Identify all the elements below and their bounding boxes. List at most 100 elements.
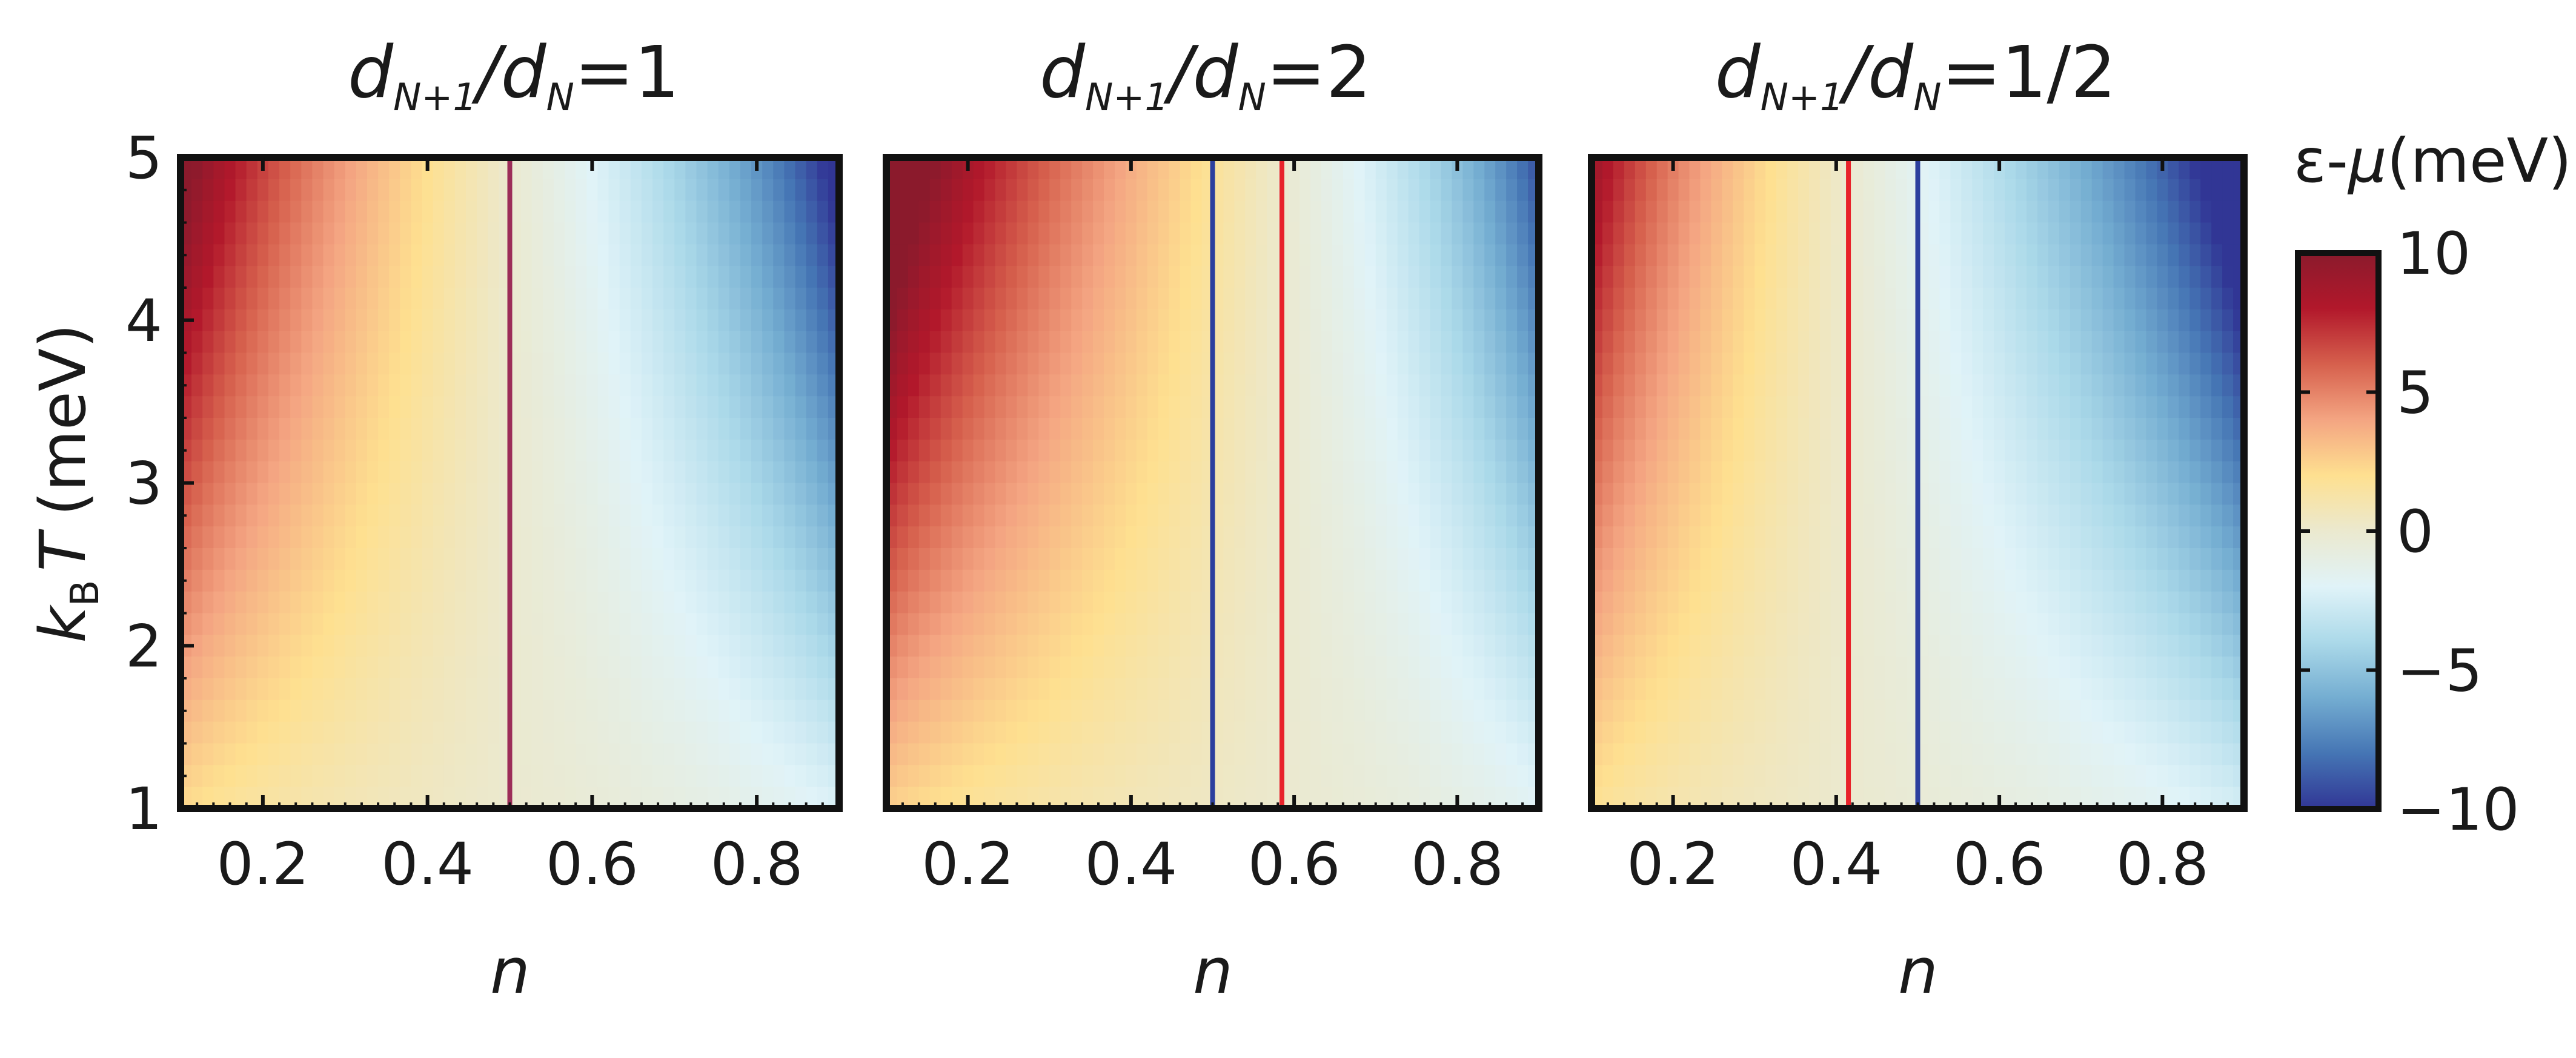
heatmap-cell	[1983, 548, 1995, 570]
heatmap-cell	[1310, 548, 1322, 570]
heatmap-cell	[1506, 483, 1518, 506]
heatmap-cell	[1983, 179, 1995, 202]
heatmap-cell	[1190, 374, 1203, 397]
heatmap-cell	[1332, 787, 1344, 809]
heatmap-cell	[1245, 504, 1257, 527]
heatmap-cell	[962, 309, 974, 332]
heatmap-cell	[334, 418, 346, 440]
heatmap-cell	[1310, 396, 1322, 418]
heatmap-cell	[1896, 200, 1908, 223]
heatmap-cell	[1289, 526, 1301, 549]
heatmap-cell	[1819, 288, 1831, 310]
heatmap-cell	[1939, 374, 1951, 397]
heatmap-cell	[586, 179, 599, 202]
heatmap-cell	[1104, 635, 1115, 658]
heatmap-cell	[191, 699, 204, 722]
heatmap-cell	[1212, 309, 1224, 332]
heatmap-cell	[1017, 200, 1029, 223]
heatmap-cell	[268, 635, 281, 658]
heatmap-cell	[1082, 787, 1094, 809]
heatmap-cell	[1874, 678, 1886, 701]
heatmap-cell	[908, 548, 920, 570]
heatmap-cell	[1819, 743, 1831, 766]
heatmap-cell	[1289, 743, 1301, 766]
heatmap-cell	[235, 569, 247, 592]
heatmap-cell	[630, 461, 642, 484]
heatmap-cell	[897, 613, 909, 636]
heatmap-cell	[345, 743, 357, 766]
heatmap-cell	[1928, 374, 1940, 397]
heatmap-cell	[973, 656, 985, 679]
heatmap-cell	[1300, 200, 1312, 223]
heatmap-cell	[290, 374, 302, 397]
heatmap-cell	[1419, 244, 1431, 267]
heatmap-cell	[1343, 179, 1355, 202]
heatmap-cell	[1885, 309, 1897, 332]
heatmap-cell	[520, 266, 533, 288]
heatmap-cell	[576, 288, 588, 310]
heatmap-cell	[1852, 288, 1864, 310]
heatmap-cell	[565, 656, 577, 679]
heatmap-cell	[1830, 504, 1842, 527]
heatmap-cell	[718, 699, 730, 722]
heatmap-cell	[2005, 244, 2017, 267]
heatmap-cell	[940, 439, 952, 462]
heatmap-cell	[466, 331, 478, 354]
heatmap-cell	[1983, 418, 1995, 440]
panel-1-heatmap	[181, 157, 840, 809]
heatmap-cell	[1256, 222, 1268, 245]
heatmap-cell	[422, 288, 434, 310]
heatmap-cell	[1711, 613, 1723, 636]
heatmap-cell	[1689, 396, 1701, 418]
heatmap-cell	[951, 569, 963, 592]
heatmap-cell	[356, 656, 368, 679]
heatmap-cell	[520, 591, 533, 614]
heatmap-cell	[586, 244, 599, 267]
heatmap-cell	[696, 200, 708, 223]
heatmap-cell	[1364, 699, 1376, 722]
heatmap-cell	[1169, 396, 1181, 418]
heatmap-cell	[1950, 548, 1962, 570]
heatmap-cell	[1765, 504, 1778, 527]
heatmap-cell	[1289, 613, 1301, 636]
heatmap-cell	[908, 461, 920, 484]
heatmap-cell	[1343, 418, 1355, 440]
heatmap-cell	[246, 288, 258, 310]
heatmap-cell	[411, 331, 423, 354]
heatmap-cell	[389, 222, 401, 245]
heatmap-cell	[1896, 374, 1908, 397]
heatmap-cell	[356, 288, 368, 310]
heatmap-cell	[1809, 483, 1821, 506]
heatmap-cell	[488, 244, 500, 267]
heatmap-cell	[312, 787, 324, 809]
heatmap-cell	[1939, 179, 1951, 202]
heatmap-cell	[1332, 374, 1344, 397]
heatmap-cell	[817, 483, 829, 506]
heatmap-cell	[2016, 222, 2027, 245]
heatmap-cell	[1624, 743, 1636, 766]
heatmap-cell	[1928, 743, 1940, 766]
heatmap-cell	[520, 548, 533, 570]
heatmap-cell	[323, 331, 335, 354]
heatmap-cell	[1700, 765, 1712, 788]
heatmap-cell	[740, 200, 752, 223]
heatmap-cell	[630, 288, 642, 310]
heatmap-cell	[1462, 396, 1475, 418]
heatmap-cell	[806, 309, 818, 332]
heatmap-cell	[191, 288, 204, 310]
heatmap-cell	[400, 396, 412, 418]
heatmap-cell	[1602, 721, 1614, 744]
heatmap-cell	[806, 548, 818, 570]
heatmap-cell	[1961, 352, 1973, 375]
heatmap-cell	[619, 613, 631, 636]
heatmap-cell	[1765, 200, 1778, 223]
heatmap-cell	[510, 635, 522, 658]
heatmap-cell	[1017, 678, 1029, 701]
heatmap-cell	[1994, 548, 2006, 570]
heatmap-cell	[443, 787, 456, 809]
heatmap-cell	[1104, 374, 1115, 397]
heatmap-cell	[1635, 548, 1647, 570]
heatmap-cell	[1809, 656, 1821, 679]
heatmap-cell	[1613, 765, 1625, 788]
heatmap-cell	[1006, 309, 1018, 332]
